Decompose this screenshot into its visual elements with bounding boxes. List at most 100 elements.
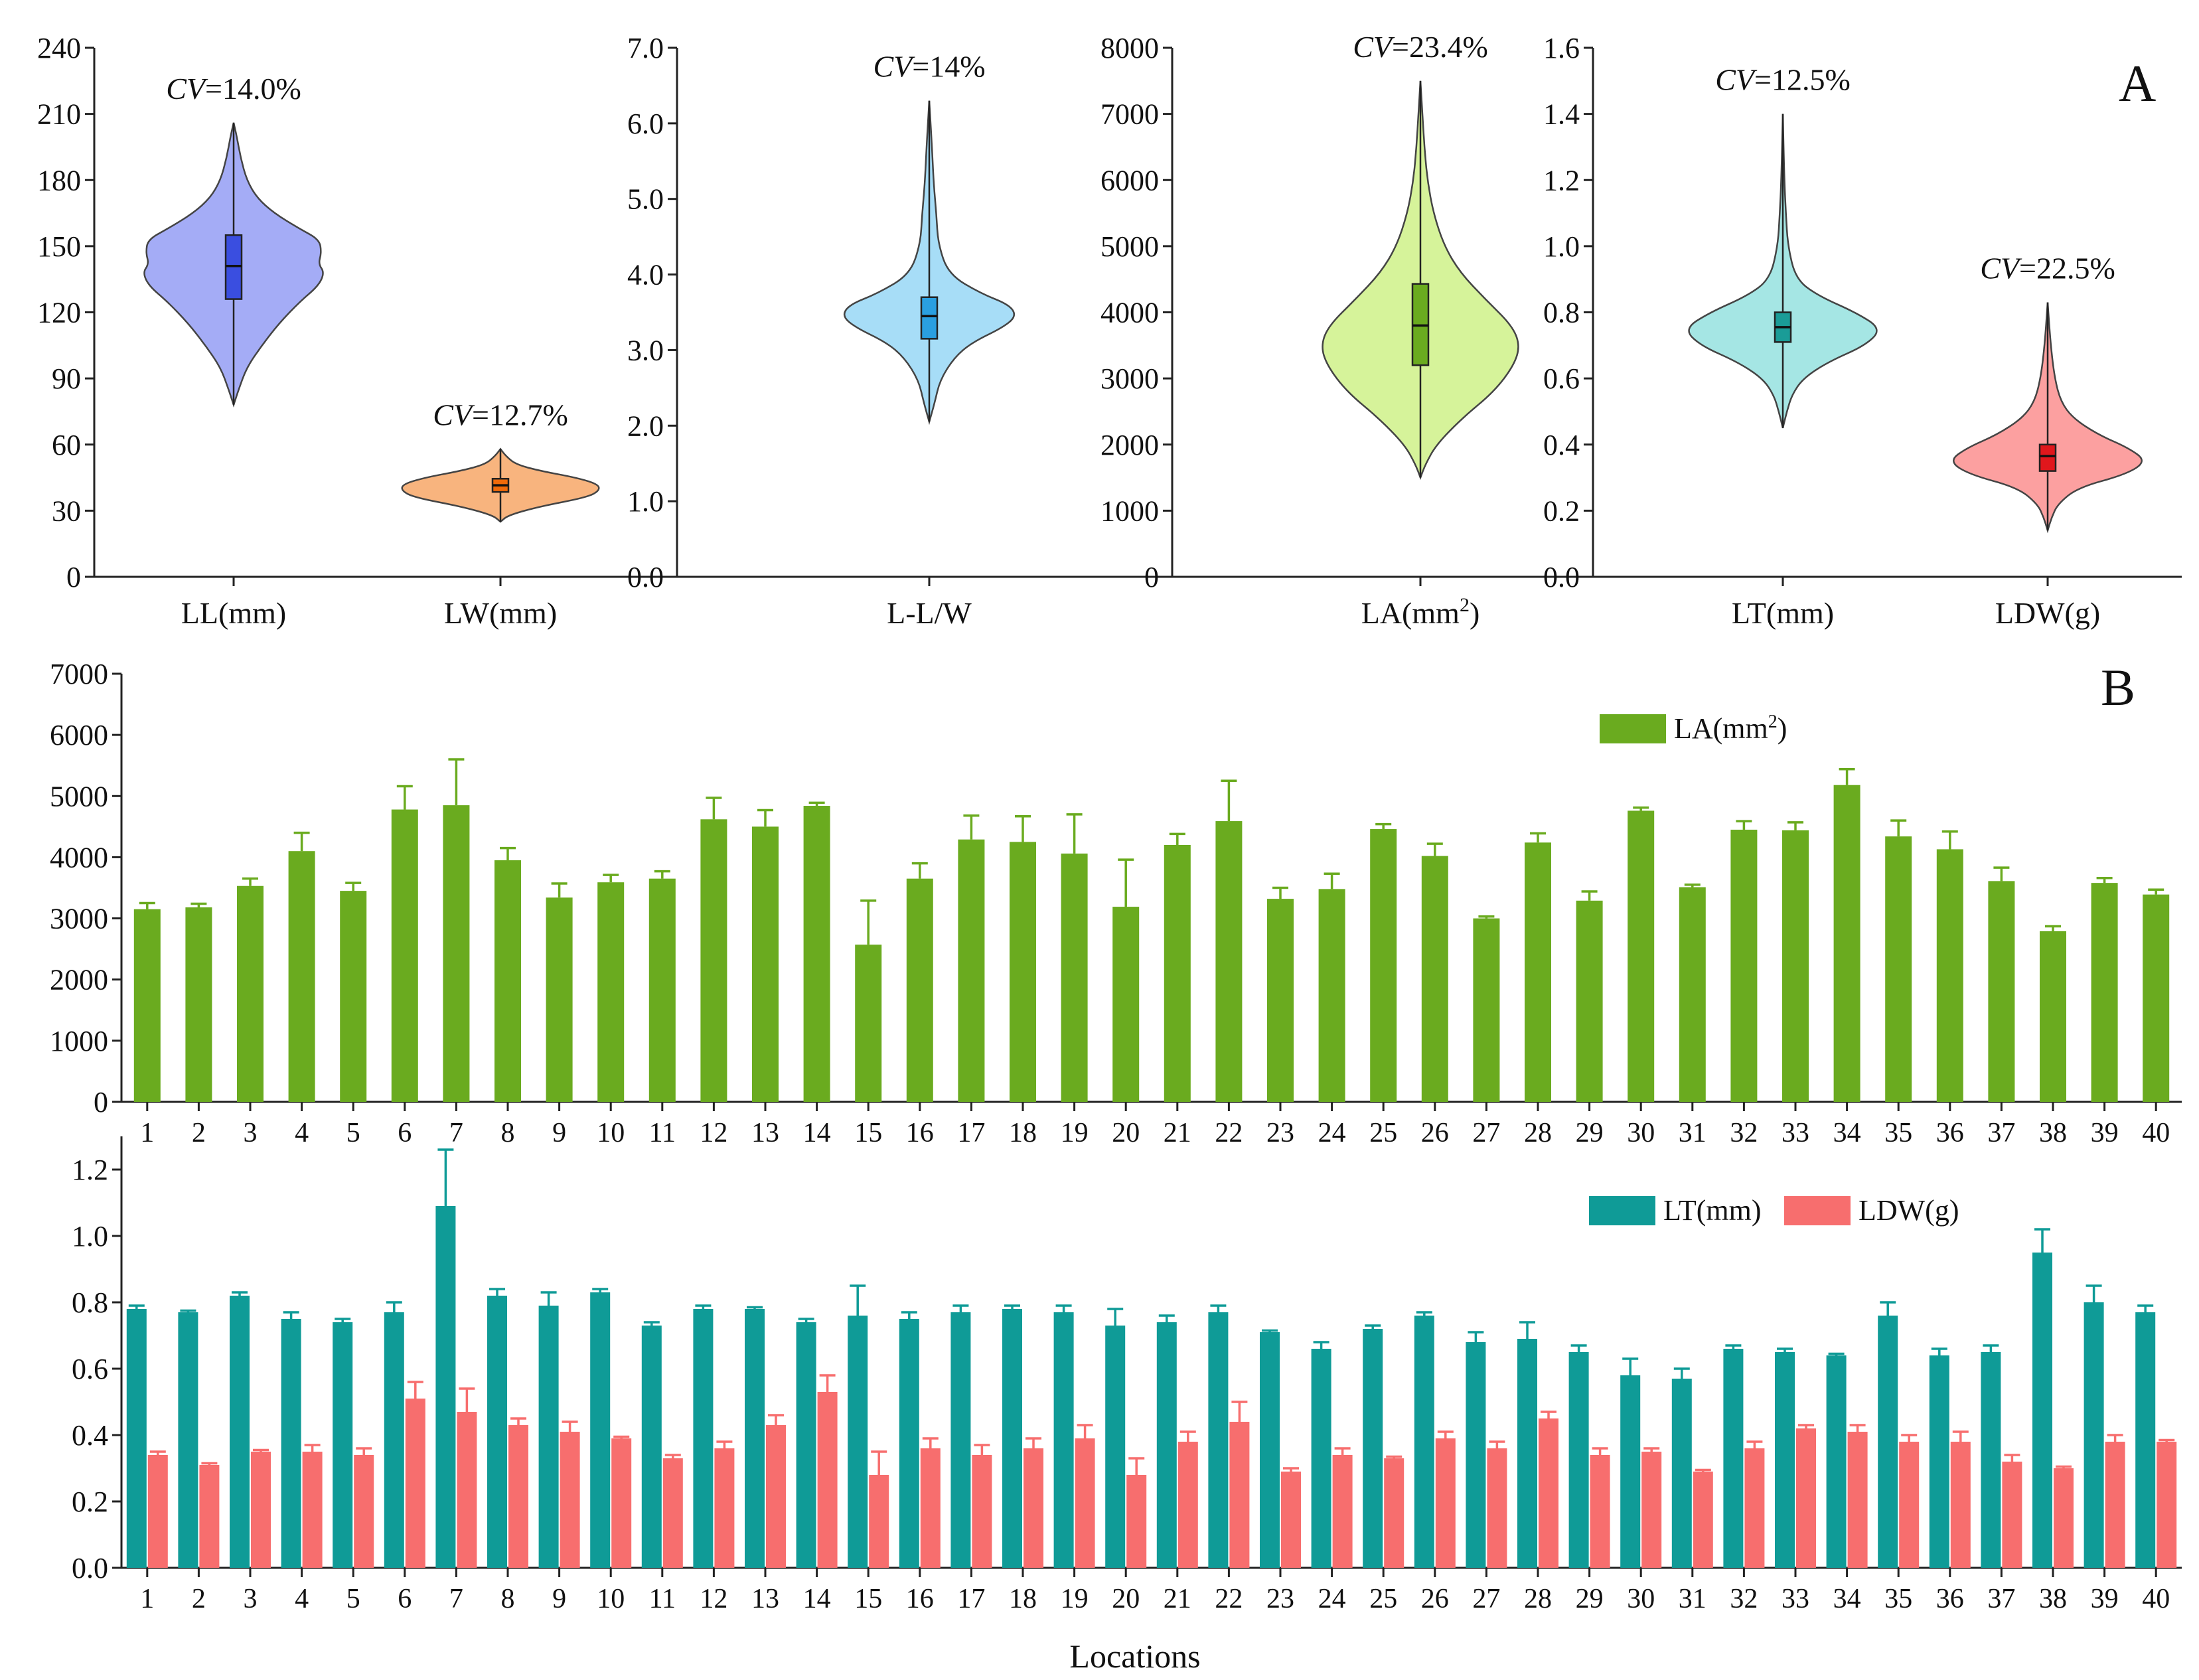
violin-x-label-text: LL(mm) xyxy=(181,596,286,630)
cv-value: =23.4% xyxy=(1392,30,1488,64)
lt-ldw-chart-x-tick-label: 38 xyxy=(2039,1584,2067,1614)
la-bar xyxy=(494,860,521,1102)
la-bar xyxy=(1061,853,1088,1102)
la-bar xyxy=(1782,830,1809,1102)
panel-a: 0306090120150180210240LL(mm)CV=14.0%LW(m… xyxy=(37,30,2182,630)
la-bar xyxy=(1164,845,1191,1102)
violin-panel-A4-y-tick-label: 0.6 xyxy=(1543,362,1580,395)
lt-ldw-chart-x-tick-label: 12 xyxy=(700,1584,727,1614)
cv-symbol: CV xyxy=(1715,63,1758,97)
lt-ldw-chart-x-tick-label: 17 xyxy=(957,1584,985,1614)
ldw-bar xyxy=(508,1425,528,1568)
violin-box xyxy=(2038,443,2057,472)
lt-ldw-chart-x-tick-label: 24 xyxy=(1318,1584,1346,1614)
la-bar xyxy=(1730,829,1758,1102)
ldw-bar xyxy=(2054,1468,2074,1568)
la-chart-x-tick-label: 17 xyxy=(957,1118,985,1148)
legend-la-label: LA(mm2) xyxy=(1674,712,1787,745)
la-chart-y-tick-label: 7000 xyxy=(50,658,108,690)
lt-bar xyxy=(1002,1309,1022,1568)
la-bar xyxy=(391,809,418,1102)
la-bar xyxy=(906,878,933,1102)
lt-bar xyxy=(1466,1342,1486,1568)
la-bar xyxy=(1267,899,1294,1102)
la-chart-x-tick-label: 40 xyxy=(2142,1118,2170,1148)
cv-annotation: CV=12.7% xyxy=(433,398,568,431)
lt-ldw-chart-x-tick-label: 11 xyxy=(649,1584,676,1614)
cv-annotation: CV=14.0% xyxy=(166,72,301,106)
lt-ldw-chart-x-tick-label: 21 xyxy=(1164,1584,1191,1614)
lt-ldw-chart-y-tick-label: 1.2 xyxy=(72,1154,108,1186)
violin-panel-A2-y-tick-label: 0.0 xyxy=(627,561,664,593)
ldw-bar xyxy=(714,1448,735,1568)
lt-ldw-chart-x-tick-label: 13 xyxy=(751,1584,779,1614)
lt-bar xyxy=(384,1312,404,1568)
ldw-bar xyxy=(1229,1422,1250,1568)
lt-bar xyxy=(1620,1375,1641,1568)
cv-value: =14.0% xyxy=(205,72,301,106)
violin-panel-A3-y-tick-label: 3000 xyxy=(1100,362,1159,395)
la-chart-x-tick-label: 13 xyxy=(751,1118,779,1148)
lt-bar xyxy=(333,1322,353,1568)
la-chart-x-tick-label: 19 xyxy=(1061,1118,1089,1148)
lt-ldw-chart-x-tick-label: 10 xyxy=(597,1584,625,1614)
lt-bar xyxy=(693,1309,714,1568)
lt-bar xyxy=(1208,1312,1229,1568)
la-chart-x-tick-label: 21 xyxy=(1164,1118,1191,1148)
ldw-bar xyxy=(869,1475,889,1568)
lt-bar xyxy=(796,1322,816,1568)
lt-ldw-chart-x-tick-label: 6 xyxy=(398,1584,412,1614)
lt-ldw-chart-x-tick-label: 27 xyxy=(1472,1584,1500,1614)
la-bar xyxy=(1010,842,1036,1102)
lt-ldw-chart-x-tick-label: 34 xyxy=(1833,1584,1861,1614)
violin-x-label-text: LW(mm) xyxy=(444,596,557,630)
ldw-bar xyxy=(354,1455,374,1568)
ldw-bar xyxy=(147,1455,168,1568)
la-bar xyxy=(2091,883,2118,1102)
legend-lt-label: LT(mm) xyxy=(1663,1194,1761,1227)
violin-panel-A1-y-tick-label: 240 xyxy=(37,32,81,64)
violin-panel-A3-y-tick-label: 5000 xyxy=(1100,230,1159,263)
ldw-bar xyxy=(1487,1448,1507,1568)
violin-x-label-text: LA(mm xyxy=(1361,596,1460,630)
violin-panel-A3-y-tick-label: 2000 xyxy=(1100,429,1159,461)
ldw-bar xyxy=(2002,1462,2022,1568)
lt-bar xyxy=(1826,1355,1847,1568)
lt-bar xyxy=(1414,1316,1434,1568)
la-chart-x-tick-label: 28 xyxy=(1524,1118,1552,1148)
lt-ldw-chart-x-tick-label: 39 xyxy=(2091,1584,2119,1614)
ldw-bar xyxy=(611,1438,632,1568)
lt-bar xyxy=(1363,1329,1383,1568)
lt-ldw-chart-x-tick-label: 32 xyxy=(1730,1584,1758,1614)
ldw-bar xyxy=(1693,1472,1713,1568)
violin-x-label: L-L/W xyxy=(887,596,972,630)
violin-panel-A4-y-tick-label: 0.2 xyxy=(1543,495,1580,527)
lt-ldw-chart-x-tick-label: 23 xyxy=(1266,1584,1294,1614)
ldw-bar xyxy=(1641,1452,1662,1568)
la-bar xyxy=(1988,881,2015,1102)
legend-ldw-label: LDW(g) xyxy=(1858,1194,1959,1227)
violin-panel-A2-y-tick-label: 2.0 xyxy=(627,410,664,442)
lt-bar xyxy=(590,1292,611,1568)
lt-ldw-chart-x-tick-label: 1 xyxy=(140,1584,154,1614)
violin-panel-A2-y-tick-label: 7.0 xyxy=(627,32,664,64)
legend-ldw-swatch xyxy=(1784,1196,1851,1225)
lt-bar xyxy=(2135,1312,2156,1568)
la-bar xyxy=(1576,900,1603,1102)
violin-panel-A1-y-tick-label: 180 xyxy=(37,164,81,196)
lt-ldw-chart-x-tick-label: 40 xyxy=(2142,1584,2170,1614)
la-bar xyxy=(855,945,882,1102)
la-bar xyxy=(133,909,161,1102)
ldw-bar xyxy=(1847,1432,1868,1568)
la-chart-x-tick-label: 4 xyxy=(295,1118,309,1148)
lt-bar xyxy=(1105,1326,1126,1568)
la-bar xyxy=(648,878,676,1102)
lt-bar xyxy=(1723,1349,1744,1568)
violin-x-label-text: LT(mm) xyxy=(1732,596,1834,630)
la-chart-x-tick-label: 23 xyxy=(1266,1118,1294,1148)
la-chart-x-tick-label: 2 xyxy=(192,1118,206,1148)
lt-ldw-chart-y-tick-label: 0.2 xyxy=(72,1486,108,1518)
la-chart-y-tick-label: 1000 xyxy=(50,1025,108,1057)
violin-panel-A1-y-tick-label: 0 xyxy=(66,561,81,593)
la-bar xyxy=(1318,889,1345,1102)
